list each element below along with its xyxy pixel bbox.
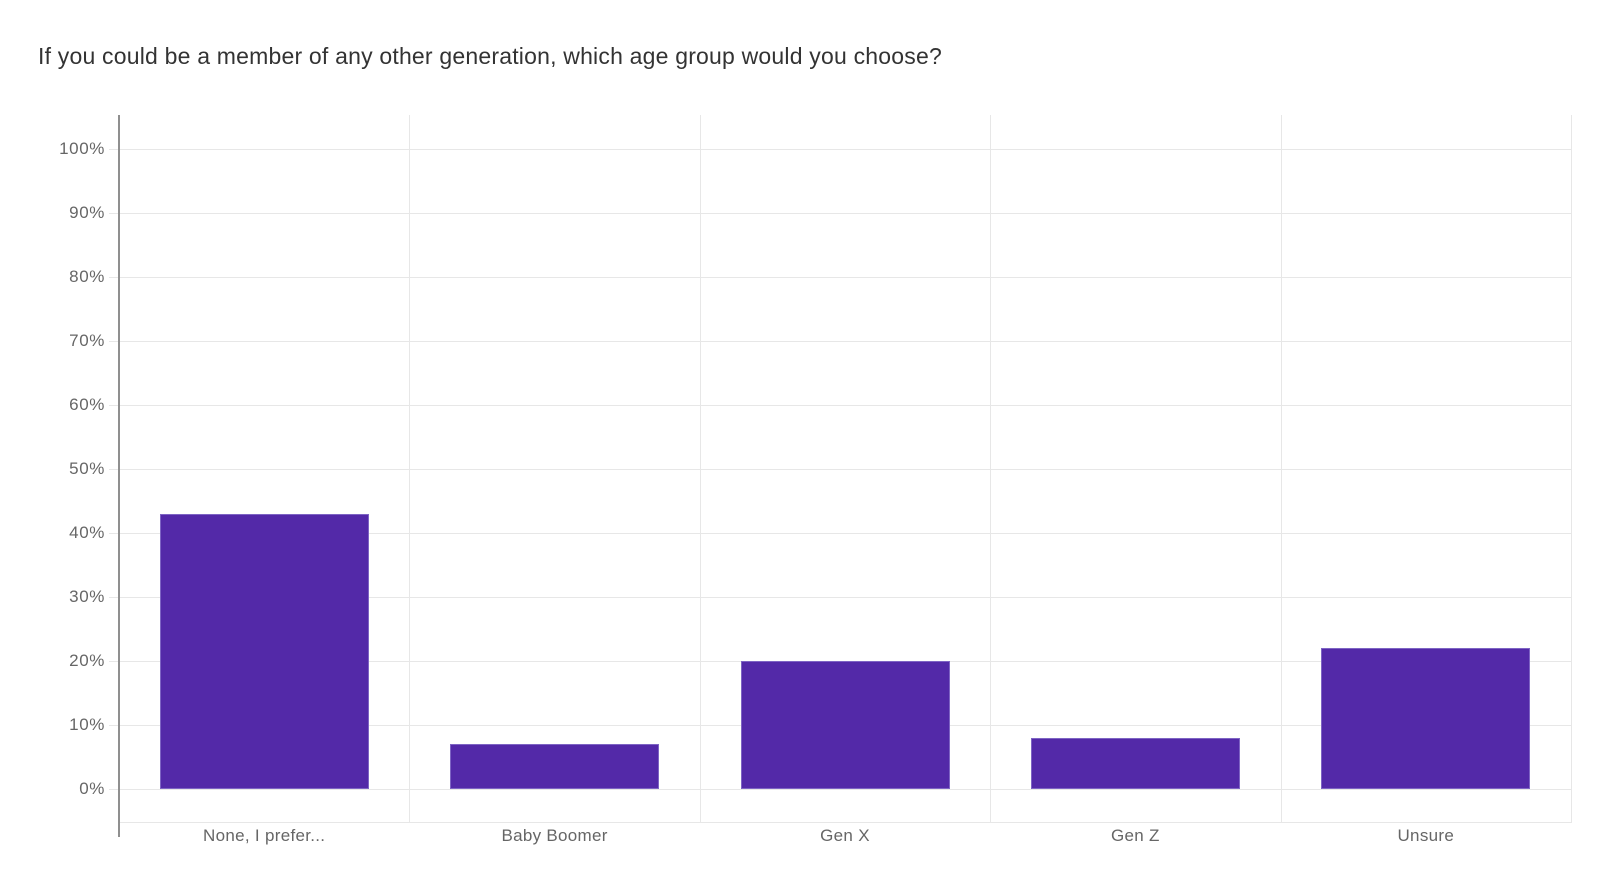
y-gridline-90: [109, 212, 1571, 214]
bar-none-i-prefer[interactable]: [159, 513, 369, 789]
x-axis-label-none-i-prefer: None, I prefer...: [203, 826, 326, 845]
y-axis-tick-label-50: 50%: [69, 459, 105, 478]
y-axis-tick-label-90: 90%: [69, 203, 105, 222]
chart-title: If you could be a member of any other ge…: [38, 43, 942, 69]
bar-gen-z[interactable]: [1030, 737, 1240, 789]
y-gridline-60: [109, 404, 1571, 406]
y-gridline-100: [109, 148, 1571, 150]
bar-unsure[interactable]: [1321, 648, 1531, 789]
bar-gen-x[interactable]: [740, 661, 950, 789]
bar-baby-boomer[interactable]: [450, 744, 660, 789]
category-separator: [699, 115, 701, 822]
y-gridline-80: [109, 276, 1571, 278]
y-axis-tick-label-70: 70%: [69, 331, 105, 350]
y-axis-line: [118, 115, 120, 837]
y-gridline-30: [109, 596, 1571, 598]
x-axis-label-gen-x: Gen X: [820, 826, 870, 845]
y-axis-tick-label-0: 0%: [79, 779, 105, 798]
x-axis-label-gen-z: Gen Z: [1111, 826, 1160, 845]
x-axis-labels: None, I prefer... Baby Boomer Gen X Gen Z Un…: [119, 824, 1571, 850]
y-axis-tick-label-10: 10%: [69, 715, 105, 734]
y-axis-tick-label-20: 20%: [69, 651, 105, 670]
x-axis-label-baby-boomer: Baby Boomer: [501, 826, 608, 845]
y-gridline-70: [109, 340, 1571, 342]
x-axis-label-unsure: Unsure: [1397, 826, 1455, 845]
category-separator: [1280, 115, 1282, 822]
y-axis-tick-label-30: 30%: [69, 587, 105, 606]
y-axis-labels: 0% 10% 20% 30% 40% 50% 60% 70% 80% 90% 100%: [0, 115, 105, 822]
plot-area: [109, 115, 1572, 823]
y-axis-tick-label-80: 80%: [69, 267, 105, 286]
y-gridline-0: [109, 788, 1571, 790]
y-axis-tick-label-100: 100%: [59, 139, 105, 158]
y-axis-tick-label-40: 40%: [69, 523, 105, 542]
y-axis-tick-label-60: 60%: [69, 395, 105, 414]
y-gridline-40: [109, 532, 1571, 534]
category-separator: [409, 115, 411, 822]
y-gridline-50: [109, 468, 1571, 470]
category-separator: [990, 115, 992, 822]
